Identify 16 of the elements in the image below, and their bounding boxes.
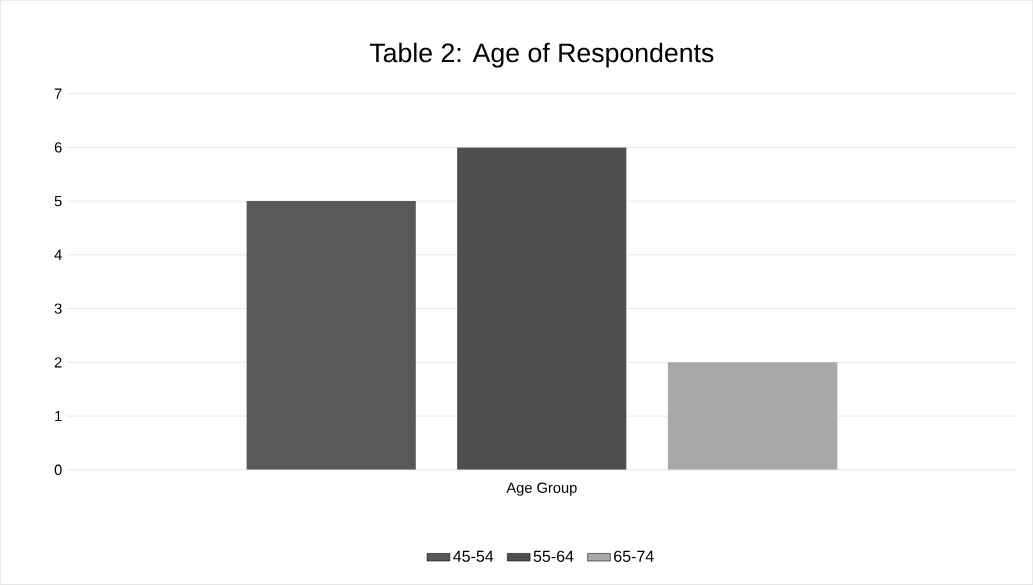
y-tick-label: 5 bbox=[54, 196, 62, 207]
y-tick-label: 7 bbox=[54, 88, 62, 99]
y-tick-label: 4 bbox=[54, 249, 62, 261]
bar bbox=[246, 201, 416, 470]
y-tick-label: 1 bbox=[55, 411, 62, 422]
legend-label: 45-54 bbox=[453, 550, 494, 562]
y-tick-label: 3 bbox=[54, 303, 62, 314]
legend-label: 65-74 bbox=[614, 550, 654, 563]
bar bbox=[457, 147, 627, 470]
y-tick-label: 6 bbox=[54, 142, 62, 153]
chart-title: Table 2: Age of Respondents bbox=[369, 42, 714, 68]
x-tick-label: Age Group bbox=[506, 482, 577, 496]
bar bbox=[667, 362, 838, 470]
y-tick-label: 0 bbox=[54, 464, 62, 476]
legend-label: 55-64 bbox=[533, 550, 574, 563]
y-tick-label: 2 bbox=[54, 357, 62, 368]
